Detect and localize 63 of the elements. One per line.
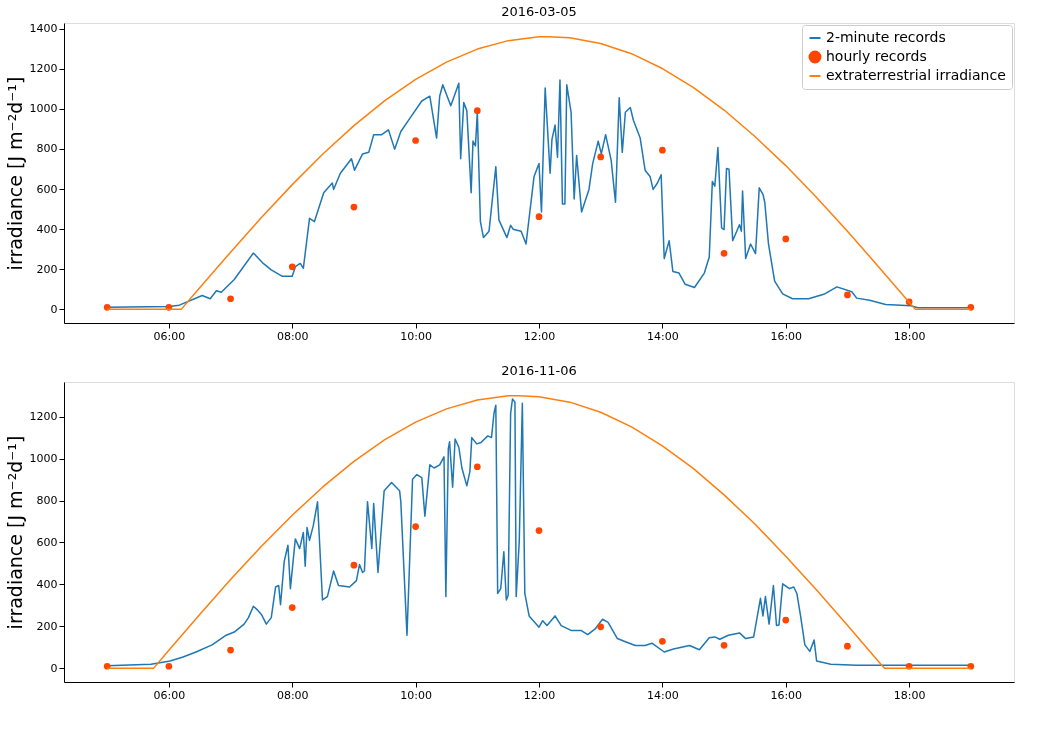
point [720, 250, 728, 257]
x-tick-label: 18:00 [893, 688, 926, 702]
y-tick-label: 1200 [29, 410, 58, 424]
point [473, 107, 481, 114]
point [350, 203, 358, 211]
x-tick-label: 14:00 [647, 329, 679, 343]
point [535, 213, 543, 221]
x-tick-label: 08:00 [276, 329, 309, 343]
point [227, 646, 234, 654]
point [597, 623, 605, 631]
point [720, 641, 728, 649]
point [967, 662, 975, 670]
point [412, 523, 419, 530]
point [659, 637, 666, 645]
point [103, 304, 111, 311]
x-tick-label: 08:00 [276, 688, 309, 702]
point [659, 146, 666, 154]
point [535, 527, 543, 534]
point [288, 604, 296, 611]
legend-label: extraterrestrial irradiance [826, 67, 1006, 83]
x-tick-label: 12:00 [523, 329, 556, 343]
point [473, 463, 481, 471]
legend-label: 2-minute records [826, 29, 946, 45]
chart-title: 2016-03-05 [501, 3, 577, 19]
point [844, 291, 851, 299]
point [967, 304, 975, 311]
y-tick-label: 400 [36, 577, 58, 591]
y-tick-label: 800 [36, 142, 58, 156]
point [288, 263, 296, 271]
chart-title: 2016-11-06 [501, 363, 577, 378]
point [103, 662, 111, 670]
x-tick-label: 06:00 [153, 329, 186, 343]
point [350, 561, 358, 569]
y-tick-label: 200 [36, 262, 58, 276]
y-axis-title: irradiance [J m⁻²d⁻¹] [3, 76, 26, 271]
y-tick-label: 1200 [29, 62, 58, 76]
x-tick-label: 16:00 [770, 329, 803, 343]
y-tick-label: 800 [36, 494, 58, 508]
point [165, 662, 173, 670]
point [412, 137, 419, 144]
x-tick-label: 14:00 [647, 688, 679, 702]
y-axis-title: irradiance [J m⁻²d⁻¹] [3, 435, 26, 630]
y-tick-label: 1400 [29, 22, 58, 36]
x-tick-label: 06:00 [153, 688, 186, 702]
x-tick-label: 10:00 [400, 329, 432, 343]
y-tick-label: 600 [36, 535, 58, 549]
y-tick-label: 0 [50, 661, 58, 675]
point [782, 616, 790, 624]
point [844, 642, 851, 650]
y-tick-label: 600 [36, 182, 58, 196]
y-tick-label: 400 [36, 222, 58, 236]
y-tick-label: 1000 [29, 452, 58, 466]
y-tick-label: 1000 [29, 102, 58, 116]
y-tick-label: 0 [50, 302, 58, 316]
x-tick-label: 12:00 [523, 688, 556, 702]
x-tick-label: 18:00 [893, 329, 926, 343]
point [597, 153, 605, 161]
x-tick-label: 16:00 [770, 688, 803, 702]
x-tick-label: 10:00 [400, 688, 432, 702]
point [782, 235, 790, 243]
legend-label: hourly records [826, 48, 927, 64]
y-tick-label: 200 [36, 619, 58, 633]
point [227, 295, 234, 303]
